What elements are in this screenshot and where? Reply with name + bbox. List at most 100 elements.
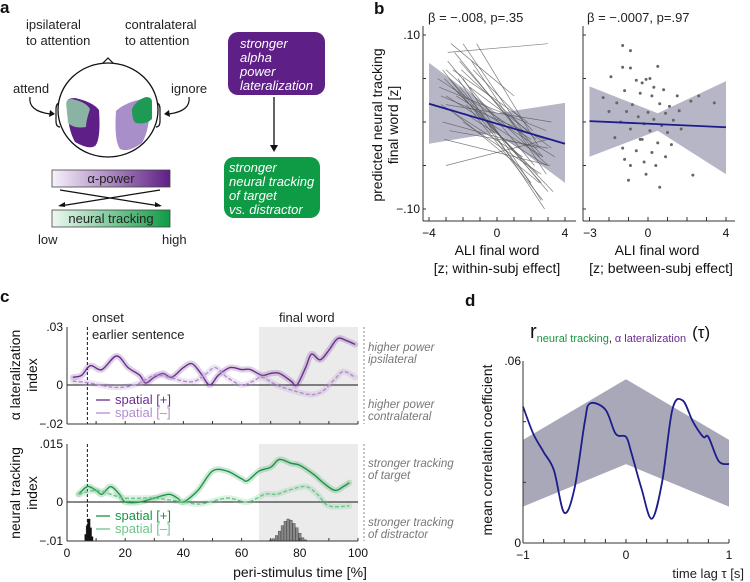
annotation: stronger tracking bbox=[368, 517, 454, 529]
subject-line bbox=[445, 95, 544, 158]
high-label: high bbox=[162, 232, 187, 247]
subject-line bbox=[462, 78, 542, 201]
ignore-arrow-icon bbox=[168, 96, 190, 115]
neural-tracking-box bbox=[224, 157, 320, 218]
subject-point bbox=[697, 94, 701, 98]
subject-point bbox=[615, 101, 619, 105]
panel-d: d mean correlation coefficient rneural t… bbox=[465, 291, 744, 581]
subject-line bbox=[466, 104, 544, 201]
subject-line bbox=[459, 60, 544, 158]
subject-point bbox=[658, 102, 662, 106]
subject-point bbox=[667, 104, 671, 108]
box-alpha-line: power bbox=[239, 64, 276, 79]
subject-point bbox=[642, 160, 646, 164]
subject-point bbox=[609, 75, 613, 79]
annotation: contralateral bbox=[368, 411, 432, 423]
subject-point bbox=[638, 91, 642, 95]
subject-line bbox=[444, 78, 539, 175]
subject-point bbox=[648, 129, 652, 133]
panel-b-label: b bbox=[374, 0, 384, 18]
subject-line bbox=[472, 69, 533, 131]
panel-b: b predicted neural tracking final word [… bbox=[369, 0, 735, 276]
histogram-bar bbox=[275, 535, 278, 542]
alpha-lateralization-box bbox=[228, 32, 325, 95]
c-xtick: 0 bbox=[64, 546, 71, 560]
subject-line bbox=[450, 43, 515, 97]
subject-point bbox=[652, 117, 656, 121]
b-ytick: .10 bbox=[403, 28, 420, 42]
legend-spatial-plus: spatial [+] bbox=[115, 508, 171, 523]
subject-line bbox=[439, 86, 547, 132]
contralateral-label-1: contralateral bbox=[125, 17, 197, 32]
subject-point bbox=[601, 96, 605, 100]
neural-tracking-bar bbox=[51, 209, 171, 228]
b-left-plot bbox=[422, 26, 576, 222]
subject-point bbox=[621, 65, 625, 69]
correlation-line bbox=[522, 397, 730, 520]
c-xtick: 60 bbox=[235, 546, 249, 560]
fit-line bbox=[428, 102, 566, 145]
b-right-xtick: 0 bbox=[645, 226, 652, 240]
legend-spatial-minus: spatial [–] bbox=[115, 521, 171, 536]
c-xticks: 0 20 40 60 80 100 bbox=[64, 546, 369, 560]
subject-point bbox=[666, 130, 669, 134]
panel-c: c α lateralization index neural tracking… bbox=[0, 287, 454, 580]
null-distribution-band bbox=[523, 379, 729, 507]
onset-label-2: earlier sentence bbox=[92, 327, 185, 342]
subject-point bbox=[679, 127, 683, 131]
subject-point bbox=[613, 136, 617, 140]
subject-point bbox=[652, 85, 656, 89]
subject-point bbox=[607, 110, 611, 114]
series-line bbox=[78, 458, 350, 504]
box-tracking-line: vs. distractor bbox=[229, 202, 303, 217]
d-xtick: 0 bbox=[623, 548, 630, 562]
b-left-stats: β = −.008, p=.35 bbox=[428, 10, 523, 25]
histogram-bar bbox=[289, 519, 293, 542]
subject-point bbox=[648, 77, 652, 80]
d-xtick: −1 bbox=[516, 548, 530, 562]
annotation: of target bbox=[368, 470, 411, 482]
b-ylabel-1: predicted neural tracking bbox=[369, 48, 385, 201]
subject-point bbox=[712, 101, 716, 105]
subject-point bbox=[628, 66, 632, 70]
c-bottom-final-word-shade bbox=[259, 444, 358, 541]
c-bottom-ytick: −.01 bbox=[39, 534, 63, 548]
c-xtick: 100 bbox=[348, 546, 368, 560]
b-left-xtick: −4 bbox=[422, 226, 436, 240]
c-top-ytick: .03 bbox=[46, 320, 63, 334]
subject-point bbox=[662, 88, 666, 92]
subject-line bbox=[462, 43, 523, 131]
annotation: ipsilateral bbox=[368, 354, 417, 366]
subject-point bbox=[691, 173, 695, 177]
subject-point bbox=[664, 111, 668, 115]
subject-point bbox=[671, 118, 675, 122]
subject-point bbox=[628, 49, 632, 53]
subject-line bbox=[454, 113, 540, 184]
c-bottom-ytick: 0 bbox=[56, 495, 63, 509]
series-line bbox=[78, 485, 350, 508]
ipsilateral-label-1: ipsilateral bbox=[26, 17, 81, 32]
histogram-bar bbox=[286, 518, 290, 542]
subject-line bbox=[445, 139, 549, 166]
annotation: higher power bbox=[368, 342, 436, 354]
subject-line bbox=[457, 78, 545, 210]
subject-point bbox=[664, 155, 668, 159]
box-tracking-line: neural tracking bbox=[229, 174, 315, 189]
box-alpha-line: alpha bbox=[240, 50, 272, 65]
subject-point bbox=[677, 109, 681, 113]
c-top-plot bbox=[66, 327, 359, 425]
subject-point bbox=[646, 110, 650, 114]
c-xlabel: peri-stimulus time [%] bbox=[233, 564, 367, 580]
histogram-bar bbox=[283, 521, 287, 542]
subject-line bbox=[440, 104, 523, 158]
b-left-xlabel-2: [z; within-subj effect] bbox=[434, 260, 561, 276]
box-tracking-line: stronger bbox=[229, 160, 277, 175]
subject-line bbox=[469, 86, 552, 149]
subject-line bbox=[464, 113, 547, 166]
panel-a-label: a bbox=[0, 0, 10, 17]
annotation: higher power bbox=[368, 399, 436, 411]
b-right-xtick: −3 bbox=[583, 226, 597, 240]
legend-spatial-plus: spatial [+] bbox=[115, 392, 171, 407]
d-ytick: .06 bbox=[504, 354, 521, 368]
